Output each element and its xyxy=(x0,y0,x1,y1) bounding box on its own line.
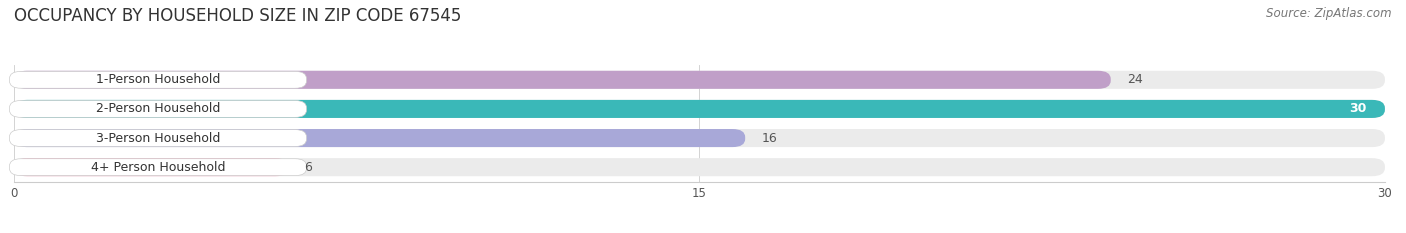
FancyBboxPatch shape xyxy=(14,129,1385,147)
FancyBboxPatch shape xyxy=(14,100,1385,118)
Text: 6: 6 xyxy=(304,161,312,174)
Text: 4+ Person Household: 4+ Person Household xyxy=(91,161,225,174)
FancyBboxPatch shape xyxy=(10,130,307,147)
Text: 2-Person Household: 2-Person Household xyxy=(96,103,221,115)
FancyBboxPatch shape xyxy=(14,158,1385,176)
FancyBboxPatch shape xyxy=(10,159,307,176)
Text: OCCUPANCY BY HOUSEHOLD SIZE IN ZIP CODE 67545: OCCUPANCY BY HOUSEHOLD SIZE IN ZIP CODE … xyxy=(14,7,461,25)
FancyBboxPatch shape xyxy=(10,100,307,117)
FancyBboxPatch shape xyxy=(14,129,745,147)
Text: 30: 30 xyxy=(1350,103,1367,115)
Text: 3-Person Household: 3-Person Household xyxy=(96,132,221,144)
FancyBboxPatch shape xyxy=(14,100,1385,118)
Text: 24: 24 xyxy=(1126,73,1143,86)
Text: Source: ZipAtlas.com: Source: ZipAtlas.com xyxy=(1267,7,1392,20)
FancyBboxPatch shape xyxy=(10,71,307,88)
FancyBboxPatch shape xyxy=(14,71,1111,89)
Text: 16: 16 xyxy=(761,132,778,144)
FancyBboxPatch shape xyxy=(14,158,288,176)
Text: 1-Person Household: 1-Person Household xyxy=(96,73,221,86)
FancyBboxPatch shape xyxy=(14,71,1385,89)
